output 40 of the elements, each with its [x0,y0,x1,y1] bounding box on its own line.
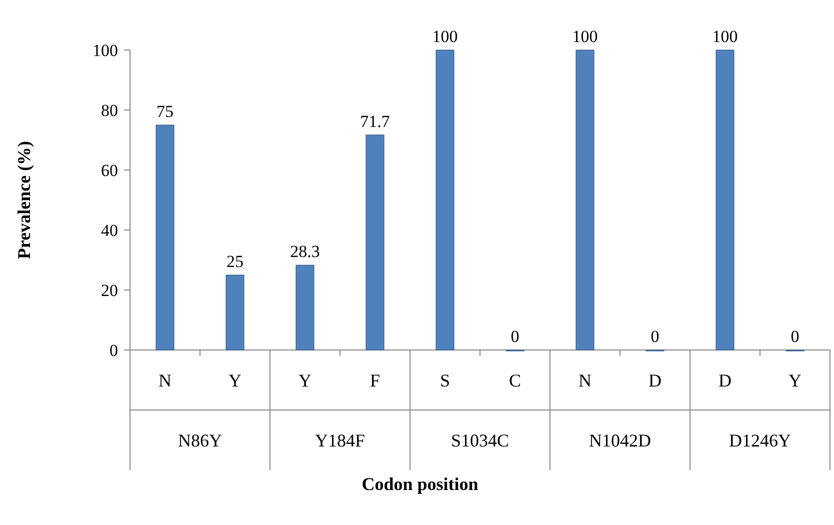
bar [436,50,454,350]
x-axis-title: Codon position [362,474,478,494]
data-label: 0 [650,327,660,346]
text: N86Y [178,430,222,450]
y-tick-label: 60 [101,160,118,180]
x-tick-label: Y [788,370,802,390]
bar [156,124,174,350]
y-tick-label: 0 [110,340,118,360]
bar [296,264,314,350]
bar [366,134,384,350]
data-label: 71.7 [360,112,390,131]
text: D1246Y [729,430,791,450]
y-tick-label: 40 [101,220,118,240]
bar [226,274,244,350]
x-tick-label: F [370,370,380,390]
data-label: 25 [226,252,244,271]
data-label: 0 [510,327,520,346]
text: S1034C [450,430,510,450]
x-tick-label: S [440,370,450,390]
data-label: 28.3 [290,242,320,262]
bar [716,50,734,350]
data-label: 0 [790,327,800,346]
y-tick-label: 100 [92,40,118,60]
y-tick-label: 20 [101,280,118,300]
data-label: 100 [432,27,458,46]
x-tick-label: Y [298,370,312,390]
y-tick-label: 80 [101,100,118,120]
text: Y184F [314,430,366,450]
y-axis-title: Prevalence (%) [14,140,34,260]
data-label: 100 [572,27,598,46]
data-label: 100 [712,27,738,46]
bar [576,50,594,350]
x-tick-label: Y [228,370,242,390]
x-tick-label: D [648,370,662,390]
data-label: 75 [156,102,174,121]
x-tick-label: N [158,370,172,390]
x-tick-label: N [578,370,592,390]
text: N1042D [589,430,651,450]
x-tick-label: C [508,370,522,390]
x-tick-label: D [718,370,732,390]
